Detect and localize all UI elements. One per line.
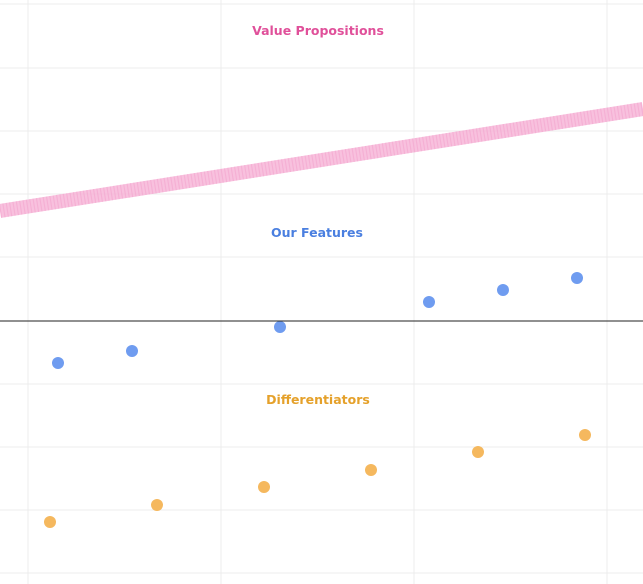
our-features-title: Our Features xyxy=(271,225,363,240)
differentiator-marker xyxy=(258,481,270,493)
differentiator-marker xyxy=(365,464,377,476)
differentiator-marker xyxy=(579,429,591,441)
feature-marker xyxy=(571,272,583,284)
our-features-band: Our Features xyxy=(52,225,583,369)
feature-marker xyxy=(52,357,64,369)
differentiator-marker xyxy=(472,446,484,458)
value-propositions-band: Value Propositions xyxy=(0,23,643,218)
value-trend-line xyxy=(0,102,643,218)
value-propositions-title: Value Propositions xyxy=(252,23,384,38)
differentiators-band: Differentiators xyxy=(44,392,591,528)
feature-marker xyxy=(274,321,286,333)
differentiator-marker xyxy=(151,499,163,511)
feature-marker xyxy=(423,296,435,308)
feature-marker xyxy=(126,345,138,357)
feature-marker xyxy=(497,284,509,296)
differentiator-marker xyxy=(44,516,56,528)
differentiators-title: Differentiators xyxy=(266,392,370,407)
